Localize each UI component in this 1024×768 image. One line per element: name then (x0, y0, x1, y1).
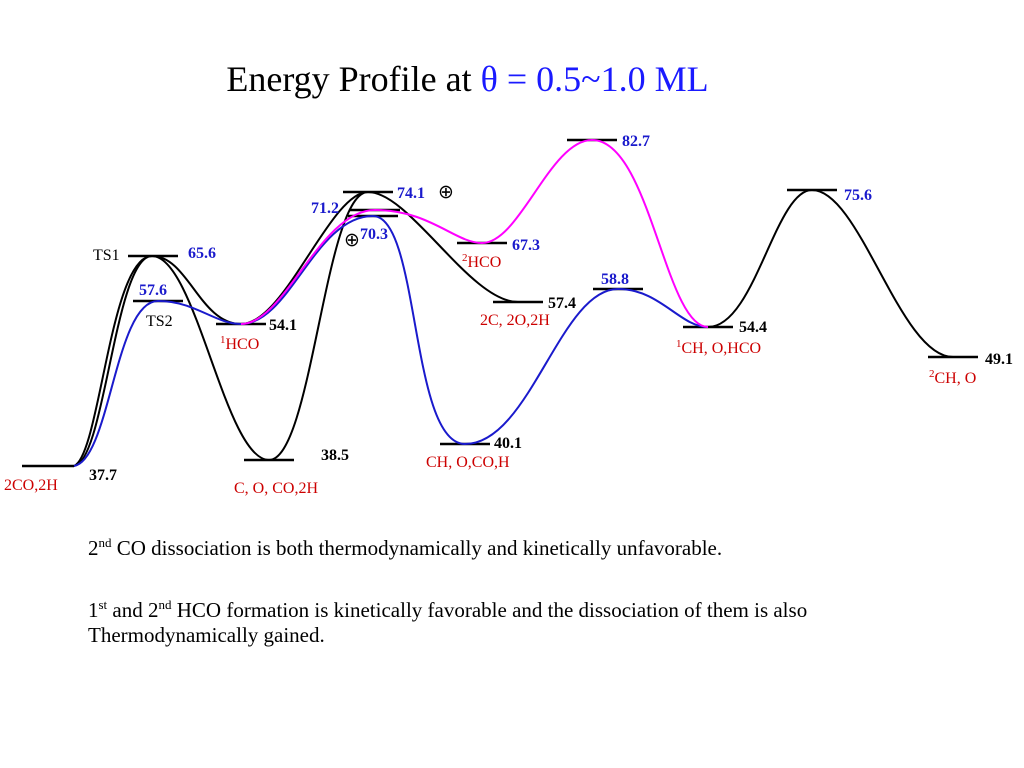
plus-marker-1: ⊕ (438, 181, 454, 203)
label-hco-1: 1HCO (220, 334, 259, 353)
note-2-text: HCO formation is kinetically favorable a… (171, 598, 808, 622)
note-3-text: Thermodynamically gained. (88, 623, 325, 647)
note-2-sup-2: nd (158, 597, 172, 612)
label-hco-2-text: HCO (468, 254, 502, 271)
label-2c-2o-2h: 2C, 2O,2H (480, 312, 550, 329)
label-c-o-co-2h: C, O, CO,2H (234, 480, 318, 497)
note-2-num: 1 (88, 598, 99, 622)
energy-levels (22, 138, 978, 468)
value-40-1: 40.1 (494, 435, 522, 452)
title-accent: θ = 0.5~1.0 ML (480, 59, 709, 99)
label-ch-o-hco-sup: 1 (676, 338, 682, 350)
black-path-lower (73, 191, 369, 467)
note-2-sup-1: st (98, 597, 108, 612)
value-58-8: 58.8 (601, 271, 629, 288)
label-ch-o-text: CH, O (935, 370, 977, 387)
value-49-1: 49.1 (985, 351, 1013, 368)
label-ch-o-hco: 1CH, O,HCO (676, 338, 761, 357)
value-67-3: 67.3 (512, 237, 540, 254)
value-37-7: 37.7 (89, 467, 117, 484)
page-title: Energy Profile at θ = 0.5~1.0 ML (0, 58, 935, 100)
note-2-and: and 2 (107, 598, 159, 622)
label-ch-o-co-h: CH, O,CO,H (426, 454, 510, 471)
note-1-num: 2 (88, 536, 99, 560)
label-ts2: TS2 (146, 313, 173, 330)
value-54-4: 54.4 (739, 319, 767, 336)
label-hco-1-sup: 1 (220, 334, 226, 346)
value-57-4: 57.4 (548, 295, 576, 312)
title-prefix: Energy Profile at (226, 59, 481, 99)
value-38-5: 38.5 (321, 447, 349, 464)
note-1-text: CO dissociation is both thermodynamicall… (111, 536, 723, 560)
label-hco-2-sup: 2 (462, 252, 468, 264)
label-ch-o-sup: 2 (929, 368, 935, 380)
value-54-1: 54.1 (269, 317, 297, 334)
value-71-2: 71.2 (311, 200, 339, 217)
label-ts1: TS1 (93, 247, 120, 264)
plus-marker-2: ⊕ (344, 229, 360, 251)
label-hco-2: 2HCO (462, 252, 501, 271)
value-57-6: 57.6 (139, 282, 167, 299)
value-75-6: 75.6 (844, 187, 872, 204)
label-start: 2CO,2H (4, 477, 58, 494)
note-line-1: 2nd CO dissociation is both thermodynami… (88, 528, 988, 563)
note-line-3: Thermodynamically gained. (88, 620, 988, 650)
blue-path (73, 214, 709, 467)
value-82-7: 82.7 (622, 133, 650, 150)
value-74-1: 74.1 (397, 185, 425, 202)
black-path-right (707, 188, 954, 358)
note-1-sup: nd (98, 535, 112, 550)
magenta-path (240, 138, 709, 328)
label-ch-o: 2CH, O (929, 368, 976, 387)
label-ch-o-hco-text: CH, O,HCO (682, 340, 762, 357)
value-70-3: 70.3 (360, 226, 388, 243)
value-65-6: 65.6 (188, 245, 216, 262)
label-hco-1-text: HCO (226, 336, 260, 353)
note-line-2: 1st and 2nd HCO formation is kinetically… (88, 590, 988, 625)
